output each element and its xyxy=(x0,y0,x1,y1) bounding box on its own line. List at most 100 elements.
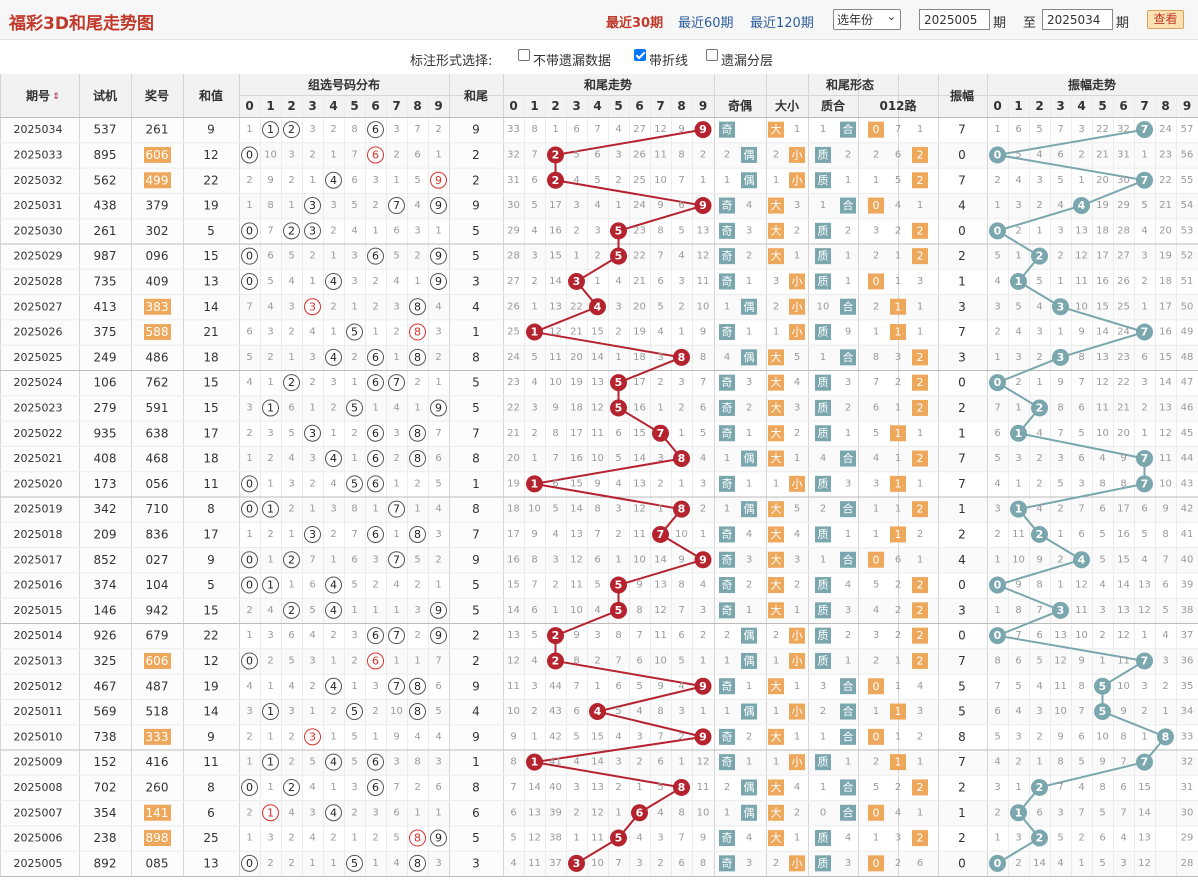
road-chip: 0 xyxy=(873,199,880,212)
option-label-polyline[interactable]: 带折线 xyxy=(649,54,689,69)
omission-cell: 21 xyxy=(633,276,646,287)
dist-number: 7 xyxy=(393,629,400,642)
omission-cell: 19 xyxy=(507,478,520,489)
road-chip-bg xyxy=(912,779,928,796)
issue-to-input[interactable] xyxy=(1042,9,1113,30)
road-chip: 2 xyxy=(917,174,924,187)
omission-cell: 27 xyxy=(507,276,520,287)
issue-cell: 2025006 xyxy=(14,832,63,845)
omission-cell: 2 xyxy=(917,529,923,540)
dist-number: 6 xyxy=(372,781,379,794)
prime-chip: 合 xyxy=(843,198,854,212)
dist-number: 9 xyxy=(435,629,442,642)
query-button[interactable]: 查看 xyxy=(1147,10,1184,29)
omission-cell: 3 xyxy=(351,276,357,287)
omission-cell: 1 xyxy=(773,655,779,666)
prime-chip-bg xyxy=(840,728,856,745)
prize-cell: 383 xyxy=(146,300,169,314)
omission-cell: 4 xyxy=(746,529,752,540)
omission-cell: 2 xyxy=(330,833,336,844)
prime-chip: 质 xyxy=(818,832,829,845)
dist-number: 7 xyxy=(393,680,400,693)
tail-cell: 8 xyxy=(472,452,480,466)
omission-cell: 1 xyxy=(288,580,294,591)
sum-cell: 13 xyxy=(203,274,218,288)
omission-cell: 2 xyxy=(288,731,294,742)
omission-cell: 29 xyxy=(1181,833,1194,844)
digit-header: 8 xyxy=(677,99,685,113)
odd-even-chip-bg xyxy=(719,197,735,214)
omission-cell: 3 xyxy=(288,301,294,312)
amplitude-ball-number: 8 xyxy=(1162,730,1170,743)
omission-cell: 1 xyxy=(288,200,294,211)
sum-cell: 18 xyxy=(203,452,218,466)
omission-cell: 2 xyxy=(330,706,336,717)
omission-cell: 10 xyxy=(591,453,604,464)
sort-icon[interactable]: ⇕ xyxy=(52,92,60,102)
omission-cell: 15 xyxy=(570,478,583,489)
omission-cell: 4 xyxy=(794,782,800,793)
issue-cell: 2025026 xyxy=(14,326,63,339)
omission-cell: 8 xyxy=(1015,605,1021,616)
dist-number-circle xyxy=(262,121,279,139)
odd-even-chip-bg xyxy=(719,374,735,391)
omission-cell: 5 xyxy=(1057,175,1063,186)
dist-number: 6 xyxy=(372,452,379,465)
year-select[interactable]: 选年份 ⌄ xyxy=(833,9,901,30)
odd-even-chip: 奇 xyxy=(722,730,733,743)
omission-cell: 10 xyxy=(633,554,646,565)
col-header-tail-form: 和尾形态 xyxy=(825,77,874,92)
omission-cell: 7 xyxy=(1120,757,1126,768)
omission-cell: 4 xyxy=(435,731,441,742)
omission-cell: 1 xyxy=(393,478,399,489)
dist-number: 0 xyxy=(246,275,253,288)
dist-number: 6 xyxy=(372,351,379,364)
omission-cell: 1 xyxy=(895,731,901,742)
size-chip-bg xyxy=(768,425,784,442)
omission-cell: 9 xyxy=(1078,655,1084,666)
omission-cell: 13 xyxy=(591,782,604,793)
range-link-60[interactable]: 最近60期 xyxy=(678,16,734,31)
omission-cell: 7 xyxy=(1162,554,1168,565)
option-label-no-omission[interactable]: 不带遗漏数据 xyxy=(533,54,612,69)
omission-cell: 2 xyxy=(414,580,420,591)
omission-cell: 34 xyxy=(1181,706,1194,717)
tail-ball-number: 2 xyxy=(552,629,560,642)
omission-cell: 4 xyxy=(615,478,621,489)
prize-cell: 096 xyxy=(146,249,169,263)
omission-cell: 1 xyxy=(531,301,537,312)
tail-ball xyxy=(610,829,627,847)
omission-cell: 5 xyxy=(657,301,663,312)
odd-even-chip: 偶 xyxy=(744,452,755,465)
trial-cell: 146 xyxy=(94,603,117,617)
road-chip-bg xyxy=(890,475,906,492)
omission-cell: 50 xyxy=(1181,301,1194,312)
omission-cell: 8 xyxy=(1099,478,1105,489)
omission-cell: 1 xyxy=(1078,858,1084,869)
option-label-layered[interactable]: 遗漏分层 xyxy=(721,54,774,69)
range-link-30[interactable]: 最近30期 xyxy=(606,16,664,31)
issue-from-input[interactable] xyxy=(919,9,990,30)
sum-cell: 21 xyxy=(203,325,218,339)
amplitude-ball-number: 0 xyxy=(994,857,1002,870)
size-chip: 小 xyxy=(792,326,803,339)
odd-even-chip-bg xyxy=(741,146,757,163)
omission-cell: 4 xyxy=(288,276,294,287)
omission-cell: 3 xyxy=(845,605,851,616)
omission-cell: 23 xyxy=(507,377,520,388)
omission-cell: 1 xyxy=(414,504,420,515)
omission-cell: 13 xyxy=(549,301,562,312)
prize-cell: 056 xyxy=(146,477,169,491)
omission-cell: 24 xyxy=(633,200,646,211)
trial-cell: 238 xyxy=(94,831,117,845)
omission-cell: 54 xyxy=(1181,200,1194,211)
omission-cell: 2 xyxy=(746,251,752,262)
option-checkbox-no-omission[interactable] xyxy=(518,49,530,61)
road-chip-bg xyxy=(912,450,928,467)
amplitude-ball xyxy=(1136,753,1153,771)
option-checkbox-layered[interactable] xyxy=(706,49,718,61)
omission-cell: 8 xyxy=(678,807,684,818)
option-checkbox-polyline[interactable] xyxy=(634,49,646,61)
omission-cell: 10 xyxy=(549,377,562,388)
range-link-120[interactable]: 最近120期 xyxy=(750,16,814,31)
